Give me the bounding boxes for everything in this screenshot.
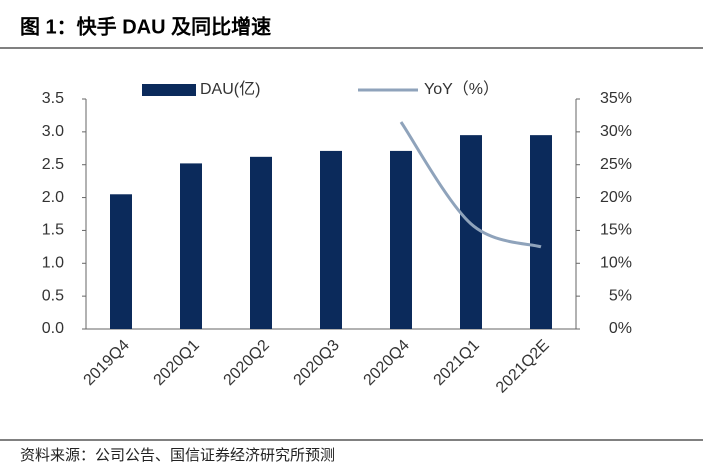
y-tick-label: 0.5 bbox=[42, 287, 64, 304]
legend-swatch bbox=[142, 84, 196, 96]
y2-tick-label: 15% bbox=[600, 222, 632, 239]
source-note: 资料来源：公司公告、国信证券经济研究所预测 bbox=[20, 447, 335, 464]
chart-title: 图 1：快手 DAU 及同比增速 bbox=[20, 14, 271, 38]
x-tick-label: 2020Q2 bbox=[221, 337, 273, 389]
y2-tick-label: 25% bbox=[600, 156, 632, 173]
bar bbox=[110, 194, 132, 329]
y-tick-label: 3.5 bbox=[42, 90, 64, 107]
y2-tick-label: 35% bbox=[600, 90, 632, 107]
bar bbox=[180, 163, 202, 329]
bar bbox=[530, 135, 552, 329]
x-tick-label: 2021Q1 bbox=[431, 337, 483, 389]
y2-tick-label: 0% bbox=[609, 320, 632, 337]
x-tick-label: 2020Q3 bbox=[291, 337, 343, 389]
y2-tick-label: 10% bbox=[600, 255, 632, 272]
x-tick-label: 2021Q2E bbox=[493, 337, 553, 397]
legend-label: DAU(亿) bbox=[200, 80, 260, 98]
legend-label: YoY（%） bbox=[424, 80, 499, 98]
y-tick-label: 1.5 bbox=[42, 222, 64, 239]
y2-tick-label: 30% bbox=[600, 123, 632, 140]
x-tick-label: 2019Q4 bbox=[81, 337, 133, 389]
y-tick-label: 2.0 bbox=[42, 189, 64, 206]
x-tick-label: 2020Q4 bbox=[361, 337, 413, 389]
y2-tick-label: 20% bbox=[600, 189, 632, 206]
y2-tick-label: 5% bbox=[609, 287, 632, 304]
line bbox=[399, 121, 542, 249]
bar bbox=[250, 156, 272, 329]
bar bbox=[320, 150, 342, 329]
x-tick-label: 2020Q1 bbox=[151, 337, 203, 389]
y-tick-label: 0.0 bbox=[42, 320, 64, 337]
y-tick-label: 3.0 bbox=[42, 123, 64, 140]
y-tick-label: 2.5 bbox=[42, 156, 64, 173]
bar bbox=[390, 150, 412, 329]
bar bbox=[460, 135, 482, 329]
y-tick-label: 1.0 bbox=[42, 255, 64, 272]
